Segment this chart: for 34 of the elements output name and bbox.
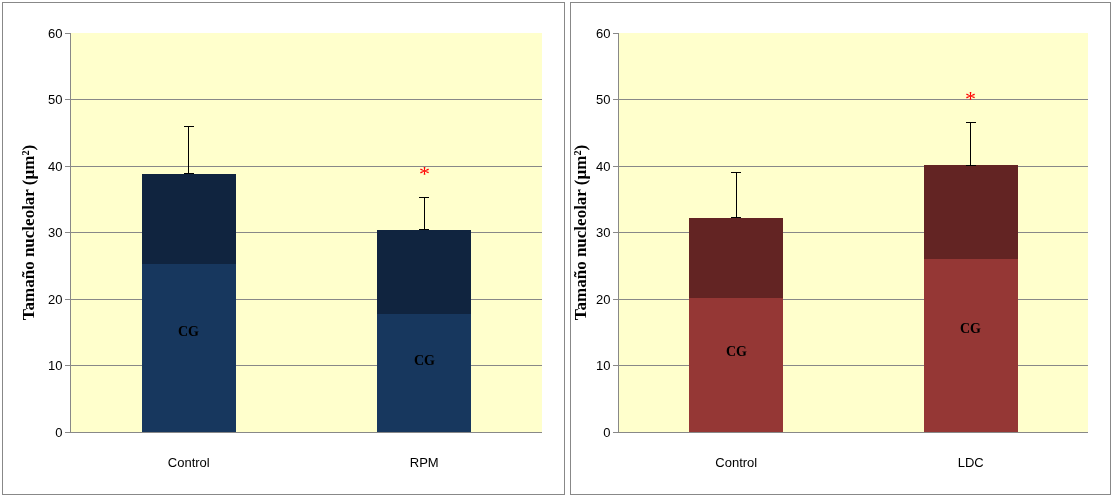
bar [141,263,236,432]
bar [141,173,236,264]
y-tick-label: 40 [47,158,63,174]
y-tick-label: 20 [595,291,611,307]
annotation: CG [960,321,982,336]
y-tick-label: 0 [603,424,611,440]
bar [923,165,1018,260]
y-tick-label: 0 [55,424,63,440]
x-tick-label: RPM [409,454,439,470]
y-axis-title: Tamaño nucleolar (µm²) [571,144,590,321]
y-tick-label: 10 [47,358,63,374]
x-tick-label: LDC [957,454,984,470]
y-tick-label: 20 [47,291,63,307]
x-tick-label: Control [715,454,758,470]
x-tick-label: Control [167,454,210,470]
y-tick-label: 40 [595,158,611,174]
bar [689,298,784,432]
y-tick-label: 30 [595,225,611,241]
y-tick-label: 60 [47,25,63,41]
annotation: * [965,86,976,111]
y-tick-label: 50 [595,92,611,108]
annotation: CG [726,344,748,359]
bar [689,217,784,299]
bar [923,259,1018,432]
y-tick-label: 50 [47,92,63,108]
bar [377,313,472,432]
y-axis-title: Tamaño nucleolar (µm²) [19,144,39,321]
annotation: * [419,161,430,186]
y-tick-label: 10 [595,358,611,374]
bar [377,229,472,314]
annotation: CG [414,353,436,368]
y-tick-label: 60 [595,25,611,41]
y-tick-label: 30 [47,225,63,241]
annotation: CG [178,324,200,339]
